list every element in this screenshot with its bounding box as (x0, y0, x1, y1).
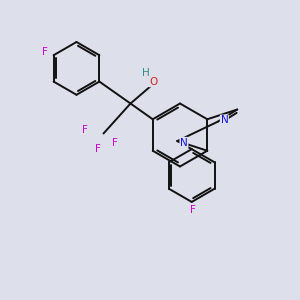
Text: F: F (112, 138, 118, 148)
Text: N: N (180, 137, 188, 148)
Text: N: N (220, 115, 228, 125)
Text: H: H (142, 68, 150, 78)
Text: O: O (149, 76, 157, 87)
Text: F: F (190, 205, 196, 215)
Text: F: F (42, 47, 48, 57)
Text: F: F (95, 144, 101, 154)
Text: F: F (82, 125, 88, 135)
